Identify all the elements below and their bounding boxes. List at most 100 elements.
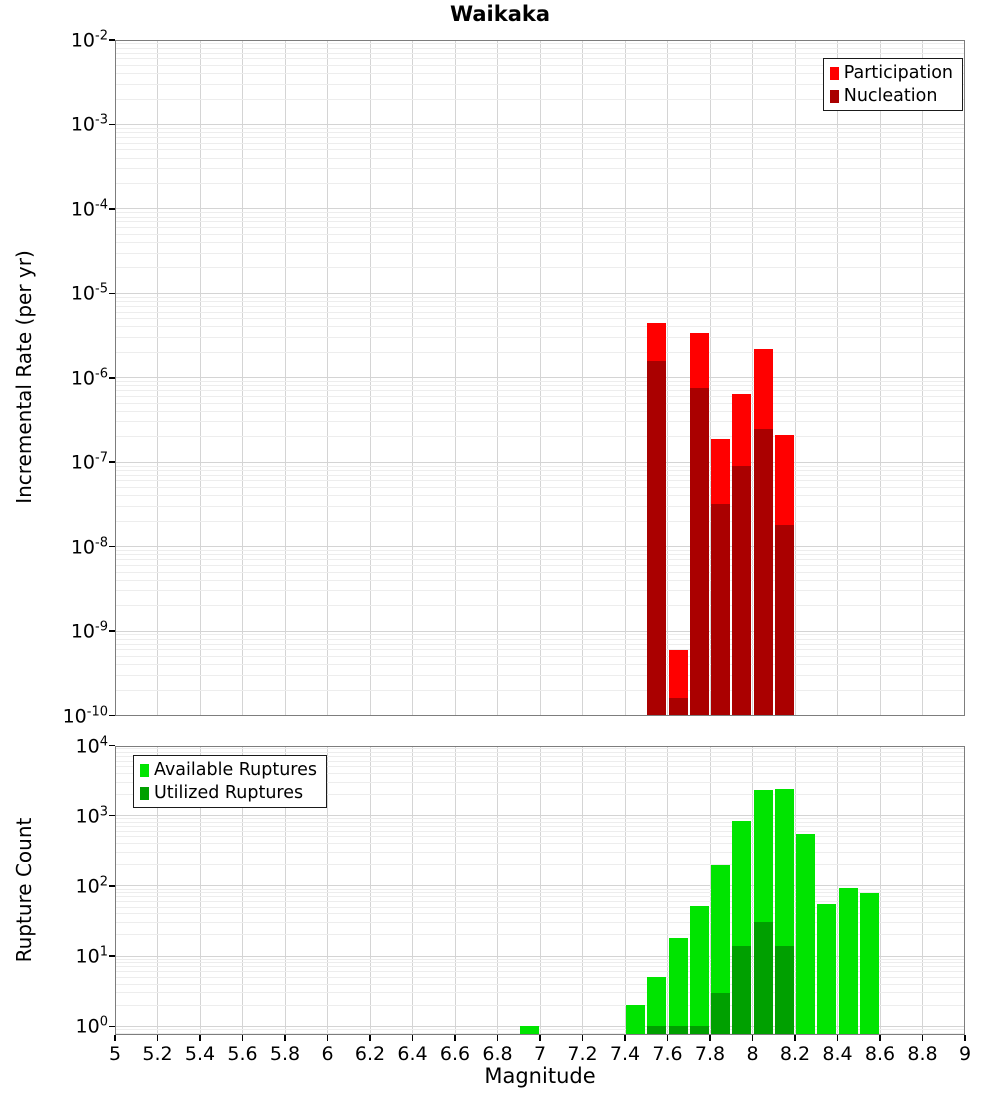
gridline-minor xyxy=(115,300,965,302)
gridline-minor xyxy=(115,896,965,898)
x-tick-label: 5.2 xyxy=(142,1042,173,1065)
gridline-minor xyxy=(115,520,965,522)
y-axis-label-rupture-count: Rupture Count xyxy=(12,817,36,963)
x-tick xyxy=(199,1034,201,1041)
gridline-minor xyxy=(115,958,965,960)
gridline-minor xyxy=(115,655,965,657)
gridline-vertical xyxy=(539,745,541,1035)
gridline-minor xyxy=(115,241,965,243)
legend-item-nucleation: Nucleation xyxy=(829,86,953,106)
gridline-minor xyxy=(115,505,965,507)
x-tick-label: 5.4 xyxy=(184,1042,216,1065)
gridline-major xyxy=(115,885,965,887)
gridline-minor xyxy=(115,971,965,973)
x-tick-label: 5 xyxy=(108,1042,122,1065)
x-tick xyxy=(921,1034,924,1041)
legend-swatch-icon xyxy=(140,763,149,777)
x-tick-label: 5.6 xyxy=(227,1042,258,1065)
bar-available-ruptures-m8.45 xyxy=(838,888,858,1035)
gridline-minor xyxy=(115,892,965,894)
x-tick-label: 6.8 xyxy=(482,1042,513,1065)
gridline-vertical xyxy=(199,40,201,716)
gridline-vertical xyxy=(454,745,456,1035)
gridline-minor xyxy=(115,1004,965,1006)
bar-available-ruptures-m7.65 xyxy=(668,938,688,1035)
gridline-vertical xyxy=(242,40,243,716)
y-tick xyxy=(109,39,115,41)
bar-utilized-ruptures-m7.85 xyxy=(711,992,731,1035)
gridline-vertical xyxy=(327,40,328,716)
gridline-minor xyxy=(115,605,965,607)
bar-available-ruptures-m7.85 xyxy=(711,864,731,1035)
gridline-minor xyxy=(115,480,965,482)
bar-utilized-ruptures-m7.95 xyxy=(732,945,752,1035)
gridline-minor xyxy=(115,385,965,387)
x-tick xyxy=(411,1034,414,1041)
y-tick-label: 10-3 xyxy=(70,112,108,137)
y-tick-label: 10-7 xyxy=(70,450,108,474)
gridline-minor xyxy=(115,395,965,397)
gridline-minor xyxy=(115,992,965,994)
y-tick xyxy=(109,814,115,817)
gridline-minor xyxy=(115,649,965,651)
gridline-minor xyxy=(115,142,965,144)
bar-utilized-ruptures-m7.65 xyxy=(668,1026,688,1035)
gridline-minor xyxy=(115,127,965,129)
gridline-minor xyxy=(115,821,965,823)
gridline-minor xyxy=(115,311,965,313)
gridline-minor xyxy=(115,221,965,223)
x-tick-label: 9 xyxy=(958,1042,972,1065)
gridline-vertical xyxy=(157,40,158,716)
gridline-minor xyxy=(115,168,965,170)
gridline-minor xyxy=(115,934,965,936)
gridline-minor xyxy=(115,962,965,964)
x-tick xyxy=(751,1034,754,1041)
gridline-minor xyxy=(115,554,965,556)
gridline-vertical xyxy=(284,40,286,716)
gridline-minor xyxy=(115,1032,965,1034)
gridline-minor xyxy=(115,469,965,471)
bar-available-ruptures-m7.55 xyxy=(647,977,667,1035)
gridline-vertical xyxy=(624,745,626,1035)
gridline-minor xyxy=(115,47,965,49)
gridline-major xyxy=(115,292,965,294)
bar-utilized-ruptures-m8.05 xyxy=(753,921,773,1035)
gridline-minor xyxy=(115,559,965,561)
x-tick-label: 6 xyxy=(321,1042,334,1065)
x-tick-label: 8.4 xyxy=(822,1042,853,1065)
x-tick xyxy=(794,1034,796,1041)
gridline-minor xyxy=(115,149,965,151)
gridline-minor xyxy=(115,182,965,184)
gridline-major xyxy=(115,1025,965,1027)
bar-available-ruptures-m7.45 xyxy=(626,1005,646,1035)
legend-swatch-icon xyxy=(140,786,149,800)
legend-swatch-icon xyxy=(829,89,839,103)
gridline-minor xyxy=(115,689,965,691)
gridline-major xyxy=(115,377,965,379)
gridline-vertical xyxy=(794,40,796,716)
x-tick-label: 8.2 xyxy=(779,1042,811,1065)
gridline-minor xyxy=(115,233,965,235)
y-tick-label: 10-5 xyxy=(70,281,108,305)
legend-label: Utilized Ruptures xyxy=(154,783,304,803)
gridline-minor xyxy=(115,421,965,423)
x-tick xyxy=(156,1034,159,1041)
legend-label: Available Ruptures xyxy=(154,760,317,780)
x-tick xyxy=(241,1034,244,1041)
chart-title: Waikaka xyxy=(449,2,551,26)
legend-swatch-icon xyxy=(829,66,839,80)
gridline-minor xyxy=(115,906,965,908)
gridline-vertical xyxy=(497,745,498,1035)
x-tick-label: 7 xyxy=(533,1042,547,1065)
gridline-minor xyxy=(115,818,965,820)
y-tick xyxy=(109,630,115,632)
gridline-minor xyxy=(115,579,965,581)
panel-frame-incremental-rate xyxy=(115,40,965,716)
x-tick xyxy=(879,1034,881,1041)
gridline-minor xyxy=(115,252,965,254)
y-tick xyxy=(109,123,115,126)
gridline-vertical xyxy=(879,40,881,716)
gridline-minor xyxy=(115,390,965,392)
y-tick xyxy=(109,461,115,463)
bar-utilized-ruptures-m8.15 xyxy=(774,945,794,1035)
